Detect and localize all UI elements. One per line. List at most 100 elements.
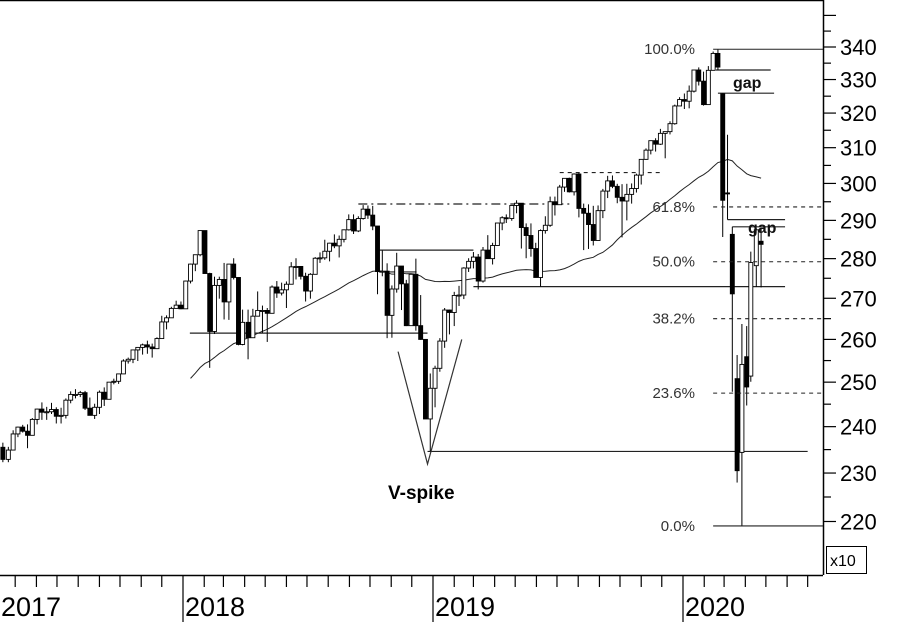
y-tick-label: 340	[840, 35, 877, 60]
candle-body-up	[49, 409, 54, 413]
candle-body-up	[68, 393, 74, 401]
candle-body-up	[437, 340, 443, 369]
candle-body-down	[720, 93, 726, 201]
candle-body-up	[307, 273, 313, 292]
candle	[20, 424, 26, 433]
candle	[173, 300, 179, 309]
candle	[384, 263, 390, 339]
candle-body-up	[159, 321, 165, 340]
fib-level-label: 100.0%	[644, 41, 695, 58]
candle-body-down	[729, 233, 735, 295]
candle	[552, 196, 558, 216]
candle	[140, 343, 146, 355]
candle-body-up	[705, 69, 711, 106]
candle-body-up	[15, 426, 21, 435]
candle-body-up	[480, 249, 486, 282]
candle-body-up	[164, 317, 170, 323]
candle	[538, 229, 543, 287]
candle	[691, 69, 697, 93]
candle	[643, 148, 649, 160]
candle	[600, 188, 606, 219]
candle	[307, 273, 313, 299]
candle-body-down	[274, 286, 280, 294]
candle-body-up	[638, 158, 644, 176]
candle	[178, 301, 184, 310]
candle	[480, 247, 486, 283]
candle-body-up	[739, 363, 745, 453]
candle	[753, 228, 759, 288]
candle-body-up	[379, 270, 385, 273]
candle	[168, 306, 174, 319]
candle	[154, 337, 160, 350]
candle	[317, 252, 323, 263]
candle-body-up	[212, 284, 217, 332]
candle-body-up	[5, 449, 11, 460]
candle-body-up	[173, 304, 179, 309]
x-year-label: 2020	[685, 592, 745, 622]
candle-body-up	[116, 373, 122, 382]
candle	[236, 277, 241, 346]
candle-body-down	[533, 248, 539, 278]
candle	[399, 265, 404, 311]
candle-body-down	[566, 177, 572, 193]
candle	[624, 183, 630, 221]
candle	[327, 242, 333, 262]
candle	[442, 308, 448, 348]
candle-body-down	[552, 201, 558, 206]
candle-body-up	[461, 267, 467, 296]
candle-body-up	[442, 309, 448, 342]
candle	[403, 279, 409, 327]
candle	[394, 252, 400, 293]
fib-level-label: 0.0%	[661, 518, 695, 535]
candle-body-up	[394, 265, 400, 290]
candle-body-down	[413, 273, 419, 327]
candle	[226, 263, 232, 320]
candle	[202, 230, 208, 274]
candle	[610, 175, 615, 189]
candle	[34, 408, 40, 425]
candle	[672, 104, 678, 125]
y-tick-label: 290	[840, 208, 877, 233]
candle-body-up	[73, 393, 78, 396]
candle-body-up	[432, 367, 438, 389]
candle-body-down	[734, 378, 740, 472]
candle	[595, 205, 601, 241]
candle	[408, 273, 414, 327]
candle	[159, 315, 165, 340]
candle-body-down	[384, 270, 390, 316]
candle-body-up	[279, 289, 285, 294]
candle	[423, 338, 428, 420]
y-tick-label: 230	[840, 461, 877, 486]
candle-body-down	[518, 202, 524, 228]
candle-body-up	[283, 283, 289, 291]
candle	[581, 203, 587, 251]
candle-body-up	[341, 229, 347, 240]
candle-body-up	[77, 392, 83, 395]
candle	[547, 196, 553, 227]
x-year-label: 2019	[435, 592, 495, 622]
fibonacci-levels: 100.0% 61.8% 50.0% 38.2% 23.6% 0.0%	[644, 41, 823, 535]
candle-body-up	[509, 204, 515, 219]
candle-body-up	[269, 286, 275, 314]
candle-body-up	[154, 338, 160, 350]
candle-body-down	[264, 309, 270, 314]
candle	[135, 346, 141, 362]
candle	[92, 403, 98, 419]
candle	[653, 138, 659, 152]
candle-body-down	[144, 344, 150, 348]
candle-body-down	[423, 338, 428, 420]
candle-body-up	[389, 288, 395, 316]
candle	[389, 285, 395, 338]
candle	[231, 258, 237, 280]
candle-body-up	[120, 360, 126, 375]
candle-body-up	[662, 131, 668, 134]
candle-body-up	[456, 294, 462, 297]
y-tick-label: 260	[840, 327, 877, 352]
candle	[370, 205, 376, 231]
candle-body-down	[101, 391, 107, 400]
candle	[303, 272, 309, 302]
y-tick-label: 220	[840, 509, 877, 534]
candle	[264, 308, 270, 342]
candle-body-up	[600, 190, 606, 212]
candle-body-down	[245, 321, 251, 339]
